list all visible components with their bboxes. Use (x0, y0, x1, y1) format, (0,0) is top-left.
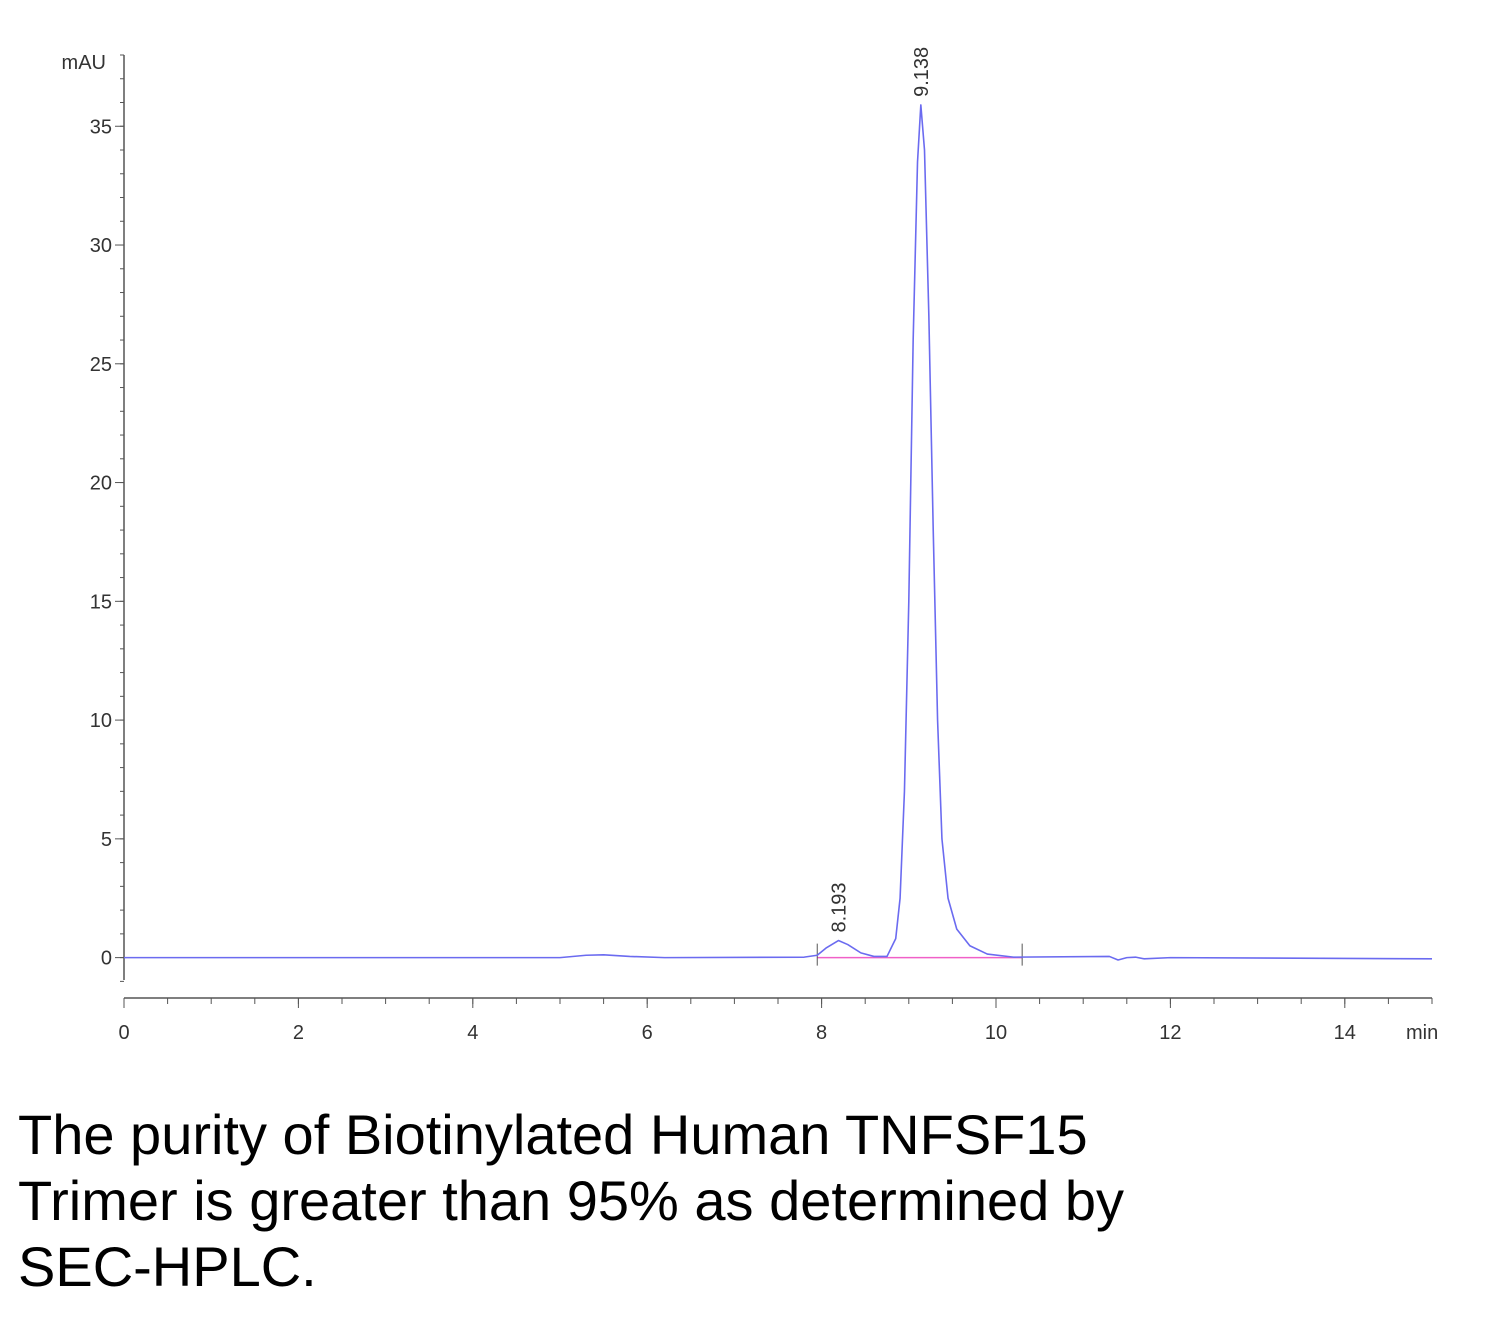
y-tick-label: 10 (90, 710, 112, 732)
caption-line: Trimer is greater than 95% as determined… (18, 1169, 1124, 1232)
caption-line: SEC-HPLC. (18, 1235, 317, 1298)
signal-line (124, 104, 1433, 961)
y-tick-label: 30 (90, 235, 112, 257)
x-tick-label: 2 (293, 1022, 304, 1044)
peak-label: 9.138 (911, 47, 933, 97)
x-tick-label: 10 (985, 1022, 1007, 1044)
x-tick-label: 4 (467, 1022, 478, 1044)
y-tick-label: 35 (90, 116, 112, 138)
caption-line: The purity of Biotinylated Human TNFSF15 (18, 1103, 1088, 1166)
x-tick-label: 8 (816, 1022, 827, 1044)
peak-label: 8.193 (828, 882, 850, 932)
y-tick-label: 0 (101, 948, 112, 970)
x-tick-label: 6 (642, 1022, 653, 1044)
x-axis-label: min (1406, 1022, 1438, 1044)
y-tick-label: 15 (90, 591, 112, 613)
y-tick-label: 25 (90, 354, 112, 376)
x-tick-label: 0 (118, 1022, 129, 1044)
y-tick-label: 20 (90, 473, 112, 495)
x-tick-label: 14 (1334, 1022, 1356, 1044)
y-axis-label: mAU (62, 52, 106, 74)
y-tick-label: 5 (101, 829, 112, 851)
x-tick-label: 12 (1159, 1022, 1181, 1044)
chart: mAU min 0 5 10 15 20 25 30 35 0 2 4 6 8 10 12 14 8.193 9.13… (62, 47, 1439, 1044)
caption: The purity of Biotinylated Human TNFSF15… (18, 1102, 1124, 1300)
